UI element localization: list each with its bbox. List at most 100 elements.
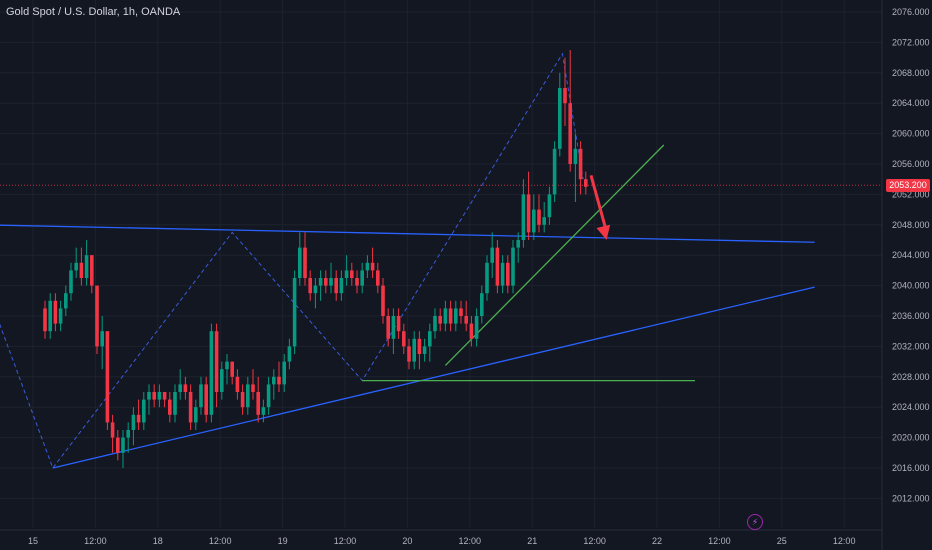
candle-body [537,209,541,225]
candle-body [74,262,78,271]
x-tick-label: 12:00 [583,536,606,546]
y-tick-label: 2044.000 [892,250,930,260]
candle-body [334,278,338,294]
candle-body [69,270,73,294]
candle-body [162,392,167,400]
lightning-icon[interactable]: ⚡ [747,514,763,530]
candle-body [454,308,458,324]
y-tick-label: 2040.000 [892,281,930,291]
candle-body [532,209,536,233]
candle-body [105,331,110,423]
x-tick-label: 12:00 [833,536,856,546]
candle-body [287,346,292,362]
annotations [0,52,882,470]
candle-body [188,392,193,423]
candle-body [500,262,505,286]
candle-body [256,392,260,415]
candle-body [178,384,182,392]
candle-body [552,148,557,195]
candle-body [417,338,422,354]
candle-body [355,278,359,286]
candle-body [433,316,437,332]
candle-body [261,407,266,415]
x-tick-label: 20 [402,536,412,546]
candle-body [448,308,453,324]
candle-body [360,270,364,286]
y-tick-label: 2016.000 [892,463,930,473]
candle-body [407,346,411,362]
candle-body [391,316,396,339]
y-tick-label: 2076.000 [892,7,930,17]
candle-body [547,194,552,218]
candle-body [79,262,84,278]
candle-body [521,194,526,240]
candle-body [339,278,344,294]
chart-title: Gold Spot / U.S. Dollar, 1h, OANDA [6,6,181,18]
candle-body [183,384,188,392]
forecast-arrow-shaft [589,175,609,233]
candle-body [480,293,484,316]
candle-body [464,316,468,324]
candle-body [246,384,250,408]
y-tick-label: 2052.000 [892,189,930,199]
x-tick-label: 12:00 [209,536,232,546]
forecast-arrow-head [596,224,611,240]
candle-body [376,270,380,286]
grid [0,0,883,550]
trendline-resistance [0,224,815,243]
candle-body [313,285,318,294]
x-tick-label: 15 [28,536,38,546]
x-tick-label: 12:00 [334,536,357,546]
candle-body [157,392,162,400]
trendline-lower-support [52,286,815,469]
candle-body [381,285,385,316]
candle-body [438,316,442,324]
candle-body [511,247,515,286]
candle-body [53,300,58,324]
candle-body [230,361,234,377]
candle-body [412,338,416,362]
candle-body [396,316,401,332]
candle-body [251,384,255,392]
x-tick-label: 22 [652,536,662,546]
candle-body [485,262,489,294]
candle-body [199,384,203,408]
candle-body [235,376,240,392]
candle-body [428,331,432,347]
y-tick-label: 2032.000 [892,341,930,351]
candle-body [100,331,104,347]
candle-body [459,308,463,316]
overlay [589,175,611,240]
candle-body [344,270,349,278]
candle-body [469,323,474,339]
candle-body [568,103,572,164]
candle-body [95,285,99,347]
x-tick-label: 19 [278,536,288,546]
candle-body [131,414,136,430]
candle-body [266,384,271,408]
candle-body [84,255,89,278]
y-tick-label: 2024.000 [892,402,930,412]
candle-body [43,308,47,332]
x-axis: 15 12:00 18 12:00 19 12:00 20 12:00 21 12:00 22 12:… [28,536,855,546]
zigzag-pattern [0,52,584,470]
candle-body [225,361,229,370]
trendline-rising-support [444,144,665,366]
x-tick-label: 12:00 [708,536,731,546]
candle-body [303,247,307,278]
candle-body [324,278,328,286]
candle-body [240,392,245,408]
candle-body [116,437,120,453]
candle-body [516,240,520,248]
candle-body [58,308,63,324]
y-tick-label: 2060.000 [892,129,930,139]
candle-body [573,148,578,164]
candle-body [365,262,370,271]
candle-body [506,262,510,286]
candle-body [329,278,333,286]
candle-body [298,247,302,278]
y-tick-label: 2072.000 [892,37,930,47]
candle-body [277,376,281,385]
candle-body [542,217,546,225]
